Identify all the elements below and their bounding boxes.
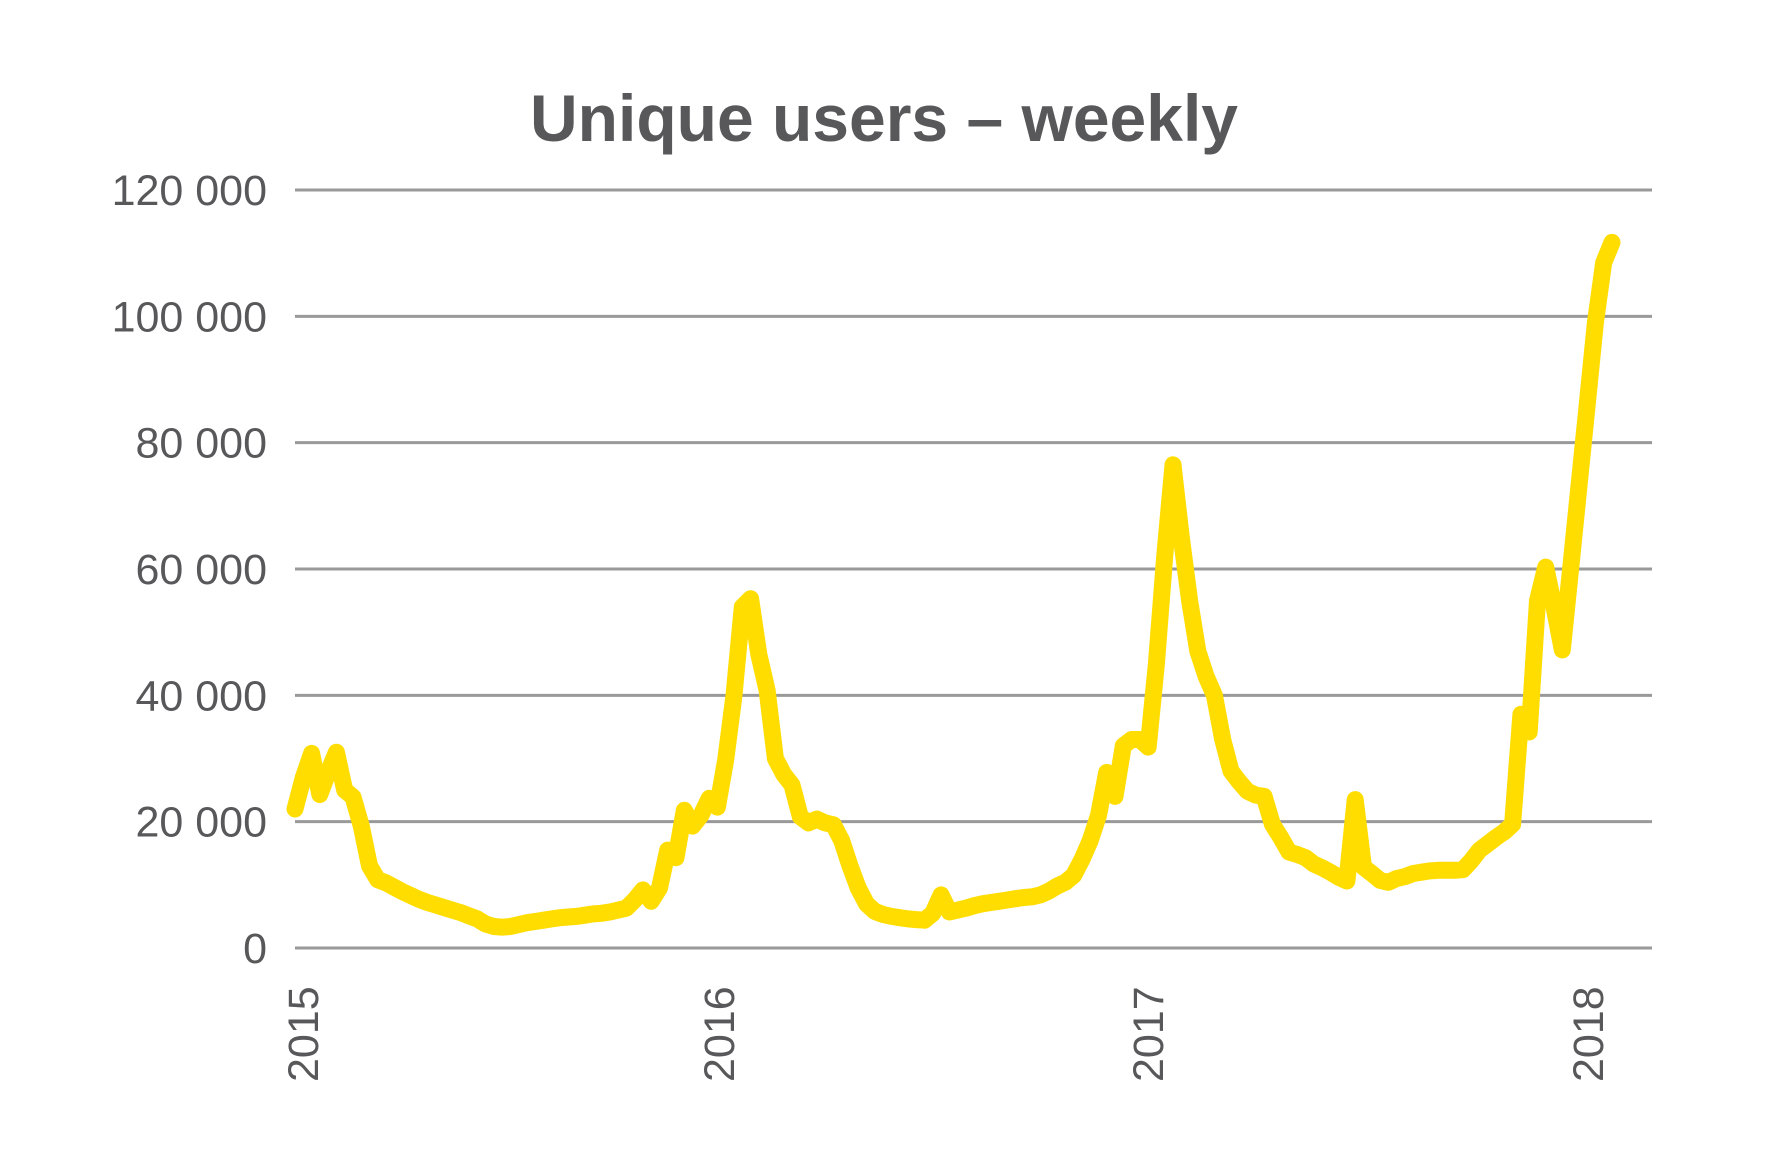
y-axis-label: 100 000 (112, 293, 267, 341)
data-line-unique-users (286, 233, 1621, 936)
y-axis-label: 0 (243, 925, 267, 973)
y-axis-label: 80 000 (135, 420, 267, 468)
x-axis-label: 2017 (1125, 986, 1173, 1082)
y-axis-label: 60 000 (135, 546, 267, 594)
x-axis: 2015 2016 2017 2018 (280, 986, 1613, 1082)
y-axis-label: 20 000 (135, 799, 267, 847)
x-axis-label: 2018 (1565, 986, 1613, 1082)
x-axis-label: 2015 (280, 986, 328, 1082)
chart-title: Unique users – weekly (530, 81, 1238, 155)
y-axis-label: 40 000 (135, 672, 267, 720)
x-axis-label: 2016 (696, 986, 744, 1082)
y-axis: 0 20 000 40 000 60 000 80 000 100 000 120 000 (112, 167, 267, 973)
gridlines (295, 188, 1652, 950)
y-axis-label: 120 000 (112, 167, 267, 215)
